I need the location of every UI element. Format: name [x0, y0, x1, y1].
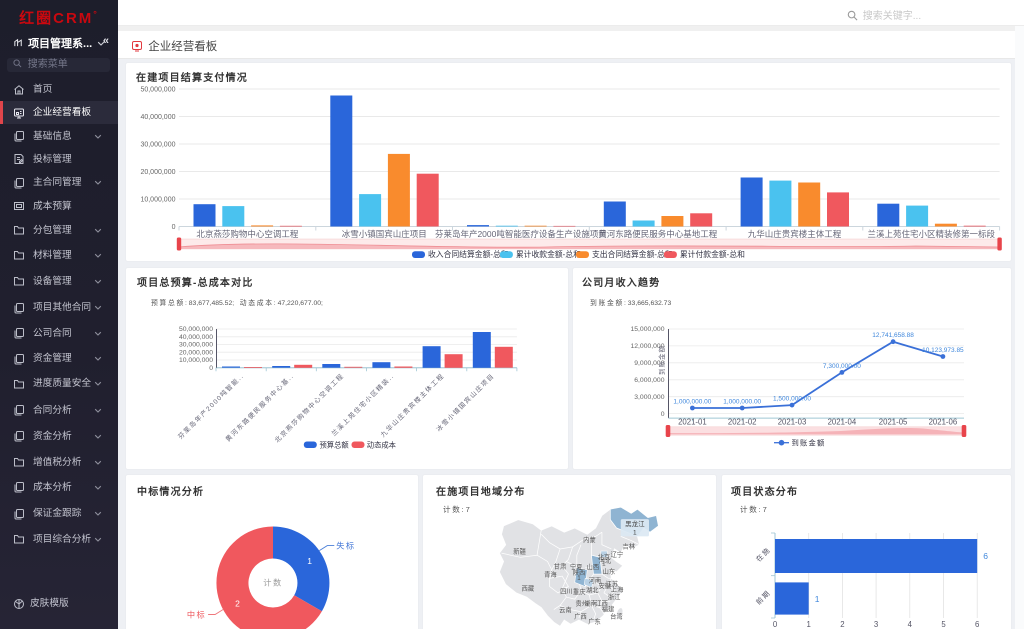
svg-text:0: 0 — [172, 224, 176, 231]
svg-text:10,000,000: 10,000,000 — [179, 357, 213, 364]
svg-text:累计收款金额-总和: 累计收款金额-总和 — [516, 249, 581, 259]
svg-text:2021-02: 2021-02 — [728, 418, 757, 427]
svg-text:预算总额: 预算总额 — [320, 440, 350, 449]
svg-text:云南: 云南 — [559, 605, 572, 614]
svg-text:台湾: 台湾 — [610, 611, 623, 620]
svg-text:安徽: 安徽 — [599, 581, 612, 590]
svg-text:中标: 中标 — [187, 610, 206, 620]
svg-text:5: 5 — [941, 620, 946, 629]
svg-text:10,000,000: 10,000,000 — [140, 196, 175, 203]
svg-text:30,000,000: 30,000,000 — [140, 141, 175, 148]
svg-text:2021-05: 2021-05 — [879, 418, 908, 427]
svg-text:江西: 江西 — [595, 600, 608, 608]
svg-text:6,000,000: 6,000,000 — [634, 377, 664, 384]
svg-text:累计付款金额-总和: 累计付款金额-总和 — [680, 249, 745, 259]
svg-text:贵州: 贵州 — [576, 599, 589, 608]
svg-text:3,000,000: 3,000,000 — [634, 394, 664, 401]
svg-text:河北: 河北 — [599, 556, 612, 564]
svg-text:湖南: 湖南 — [584, 599, 597, 608]
svg-text:6: 6 — [975, 620, 979, 629]
svg-text:1: 1 — [307, 556, 312, 566]
svg-text:四川: 四川 — [560, 588, 573, 596]
svg-text:1: 1 — [815, 594, 820, 604]
svg-text:失标: 失标 — [336, 541, 355, 551]
svg-text:青海: 青海 — [544, 569, 557, 578]
svg-text:9,000,000: 9,000,000 — [634, 360, 664, 367]
svg-text:九华山庄贵宾楼主体工程: 九华山庄贵宾楼主体工程 — [748, 229, 842, 239]
svg-text:甘肃: 甘肃 — [554, 562, 567, 571]
svg-text:0: 0 — [773, 620, 778, 629]
svg-text:0: 0 — [209, 365, 213, 372]
svg-text:12,000,000: 12,000,000 — [630, 343, 664, 350]
svg-text:1,000,000.00: 1,000,000.00 — [673, 399, 711, 406]
svg-text:1,000,000.00: 1,000,000.00 — [723, 399, 761, 406]
svg-text:6: 6 — [983, 551, 988, 561]
svg-text:山西: 山西 — [587, 562, 600, 571]
svg-text:2: 2 — [235, 599, 240, 609]
svg-text:新疆: 新疆 — [513, 547, 526, 556]
svg-text:20,000,000: 20,000,000 — [140, 169, 175, 176]
svg-text:50,000,000: 50,000,000 — [140, 86, 175, 93]
svg-text:河南: 河南 — [589, 576, 602, 585]
svg-text:2: 2 — [840, 620, 844, 629]
svg-text:北京: 北京 — [598, 552, 611, 561]
svg-text:黑龙江: 黑龙江 — [625, 519, 645, 528]
svg-text:2021-01: 2021-01 — [678, 418, 707, 427]
svg-text:冰雪小镇国宾山庄项目: 冰雪小镇国宾山庄项目 — [434, 371, 496, 433]
svg-text:江苏: 江苏 — [606, 579, 619, 588]
svg-text:2021-03: 2021-03 — [778, 418, 807, 427]
svg-text:内蒙: 内蒙 — [583, 535, 596, 544]
svg-text:40,000,000: 40,000,000 — [140, 114, 175, 121]
svg-text:浙江: 浙江 — [608, 592, 621, 601]
svg-text:12,741,658.88: 12,741,658.88 — [872, 332, 914, 339]
svg-text:计数: 计数 — [263, 578, 283, 588]
svg-text:广东: 广东 — [588, 617, 601, 626]
svg-text:1: 1 — [577, 575, 581, 582]
svg-text:1: 1 — [807, 620, 811, 629]
svg-text:黄河东路便民服务中心基地工程: 黄河东路便民服务中心基地工程 — [598, 229, 718, 239]
svg-text:芬莱岛年产2000吨智能医疗设备生产设施项目: 芬莱岛年产2000吨智能医疗设备生产设施项目 — [435, 229, 607, 239]
svg-text:到账金额: 到账金额 — [657, 345, 666, 375]
svg-text:上海: 上海 — [611, 585, 624, 594]
svg-text:冰雪小镇国宾山庄项目: 冰雪小镇国宾山庄项目 — [342, 229, 427, 239]
svg-text:陕西: 陕西 — [573, 567, 586, 576]
svg-text:北京燕莎购物中心空调工程: 北京燕莎购物中心空调工程 — [196, 229, 299, 239]
svg-text:吉林: 吉林 — [623, 542, 636, 551]
svg-text:西藏: 西藏 — [522, 583, 535, 592]
svg-text:前期: 前期 — [754, 588, 773, 607]
svg-text:在施: 在施 — [754, 545, 773, 564]
svg-text:山东: 山东 — [603, 567, 616, 576]
svg-text:广西: 广西 — [574, 611, 587, 620]
svg-text:兰溪上苑住宅小区精装修第一标段: 兰溪上苑住宅小区精装修第一标段 — [867, 229, 995, 239]
svg-text:1,500,000.00: 1,500,000.00 — [773, 396, 811, 403]
svg-text:重庆: 重庆 — [573, 587, 586, 596]
svg-text:1: 1 — [602, 561, 606, 568]
svg-text:宁夏: 宁夏 — [570, 562, 583, 571]
svg-text:到账金额: 到账金额 — [792, 439, 826, 448]
svg-text:30,000,000: 30,000,000 — [179, 342, 213, 349]
svg-text:福建: 福建 — [602, 604, 615, 613]
svg-text:20,000,000: 20,000,000 — [179, 350, 213, 357]
svg-text:2021-06: 2021-06 — [929, 418, 958, 427]
svg-text:辽宁: 辽宁 — [611, 549, 624, 558]
svg-text:3: 3 — [874, 620, 878, 629]
svg-text:收入合同结算金额-总和: 收入合同结算金额-总和 — [428, 249, 509, 259]
svg-text:2021-04: 2021-04 — [828, 418, 857, 427]
svg-text:0: 0 — [661, 411, 665, 418]
svg-text:4: 4 — [908, 620, 913, 629]
svg-text:动态成本: 动态成本 — [367, 440, 397, 449]
svg-text:15,000,000: 15,000,000 — [630, 326, 664, 333]
svg-text:7,300,000.00: 7,300,000.00 — [823, 363, 861, 370]
svg-text:50,000,000: 50,000,000 — [179, 326, 213, 333]
svg-text:支出合同结算金额-总和: 支出合同结算金额-总和 — [592, 249, 673, 259]
svg-text:1: 1 — [633, 529, 637, 536]
svg-text:40,000,000: 40,000,000 — [179, 334, 213, 341]
svg-text:湖北: 湖北 — [586, 585, 599, 594]
svg-text:10,123,973.85: 10,123,973.85 — [922, 347, 964, 354]
